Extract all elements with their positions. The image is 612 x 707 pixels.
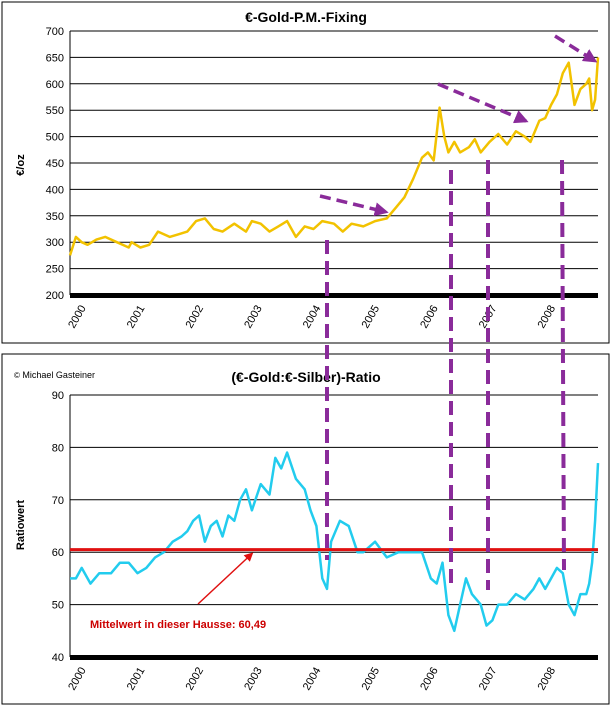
gold-y-tick-label: 700 (46, 26, 64, 38)
ratio-y-tick-label: 90 (52, 390, 64, 402)
gold-y-tick-label: 600 (46, 79, 64, 91)
drop-line (560, 159, 566, 571)
ratio-y-axis-label: Ratiowert (15, 500, 27, 550)
copyright-note: © Michael Gasteiner (14, 370, 95, 380)
gold-chart-panel: €-Gold-P.M.-Fixing €/oz 200 250 300 350 400 4… (1, 1, 610, 344)
trend-arrow (554, 34, 598, 63)
gold-y-tick-label: 450 (46, 158, 64, 170)
mean-annotation-label: Mittelwert in dieser Hausse: 60,49 (90, 619, 266, 631)
gold-y-tick-label: 500 (46, 132, 64, 144)
ratio-y-tick-label: 50 (52, 600, 64, 612)
gold-y-tick-label: 300 (46, 237, 64, 249)
trend-arrow (319, 194, 389, 217)
gold-y-axis-label: €/oz (15, 154, 27, 176)
connector-drop-lines (325, 159, 566, 590)
trend-arrows (319, 34, 598, 217)
ratio-y-tick-label: 70 (52, 495, 64, 507)
ratio-chart-panel: © Michael Gasteiner (€-Gold:€-Silber)-Ra… (1, 353, 610, 705)
gold-y-tick-label: 550 (46, 105, 64, 117)
gold-chart-title: €-Gold-P.M.-Fixing (245, 9, 367, 25)
gold-y-tick-label: 200 (46, 290, 64, 302)
gold-y-tick-label: 650 (46, 52, 64, 64)
gold-y-tick-label: 250 (46, 264, 64, 276)
ratio-chart-title: (€-Gold:€-Silber)-Ratio (231, 369, 380, 385)
ratio-y-tick-label: 80 (52, 442, 64, 454)
ratio-y-tick-label: 40 (52, 652, 64, 664)
gold-x-axis (70, 293, 598, 298)
ratio-y-tick-label: 60 (52, 547, 64, 559)
gold-y-tick-label: 350 (46, 211, 64, 223)
gold-y-tick-label: 400 (46, 184, 64, 196)
gold-price-line (68, 57, 600, 256)
mean-annotation-arrow (197, 552, 254, 605)
ratio-line (70, 451, 600, 633)
ratio-x-axis (70, 655, 598, 660)
